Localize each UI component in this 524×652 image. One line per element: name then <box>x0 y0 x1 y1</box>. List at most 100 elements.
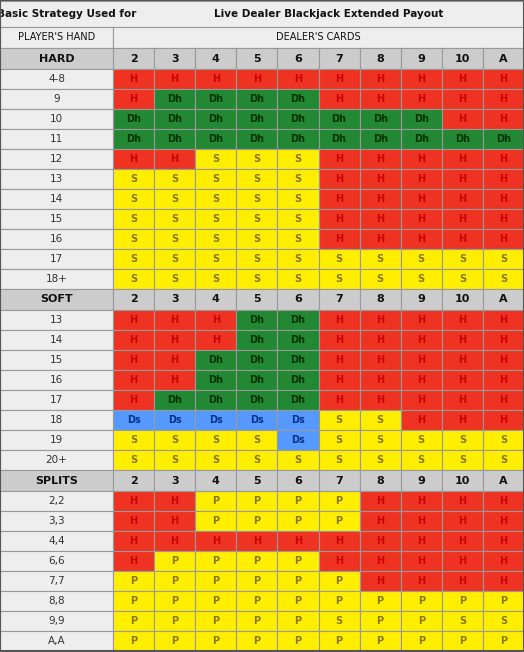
Bar <box>277 571 319 591</box>
Bar <box>236 48 277 69</box>
Bar <box>401 330 442 350</box>
Text: Live Dealer Blackjack Extended Payout: Live Dealer Blackjack Extended Payout <box>214 9 443 19</box>
Bar <box>154 551 195 571</box>
Bar <box>277 249 319 269</box>
Bar <box>236 491 277 511</box>
Text: 3: 3 <box>171 53 179 63</box>
Bar <box>236 289 277 310</box>
Text: S: S <box>377 254 384 264</box>
Text: S: S <box>171 194 178 204</box>
Text: P: P <box>418 616 425 626</box>
Text: 14: 14 <box>50 194 63 204</box>
Bar <box>401 189 442 209</box>
Text: 15: 15 <box>50 214 63 224</box>
Bar <box>195 149 236 169</box>
Bar <box>277 109 319 129</box>
Text: Dh: Dh <box>249 315 264 325</box>
Bar <box>319 249 359 269</box>
Text: S: S <box>294 154 301 164</box>
Text: 2,2: 2,2 <box>48 496 65 506</box>
Text: P: P <box>294 616 301 626</box>
Text: H: H <box>499 355 508 365</box>
Bar <box>154 269 195 289</box>
Text: DEALER'S CARDS: DEALER'S CARDS <box>276 33 361 42</box>
Text: S: S <box>253 194 260 204</box>
Text: H: H <box>335 214 343 224</box>
Text: 7,7: 7,7 <box>48 576 65 586</box>
Text: H: H <box>376 154 384 164</box>
Bar <box>195 48 236 69</box>
Text: P: P <box>500 596 507 606</box>
Text: S: S <box>377 435 384 445</box>
Bar <box>483 470 524 491</box>
Text: H: H <box>335 536 343 546</box>
Bar <box>359 109 401 129</box>
Text: H: H <box>376 536 384 546</box>
Text: H: H <box>129 556 138 566</box>
Text: P: P <box>130 616 137 626</box>
Text: Dh: Dh <box>373 134 388 144</box>
Text: SPLITS: SPLITS <box>35 475 78 486</box>
Text: S: S <box>171 234 178 244</box>
Bar <box>236 531 277 551</box>
Bar <box>195 89 236 109</box>
Bar <box>195 129 236 149</box>
Text: Dh: Dh <box>332 134 346 144</box>
Bar <box>359 129 401 149</box>
Text: SOFT: SOFT <box>40 295 73 304</box>
Text: Ds: Ds <box>250 415 264 425</box>
Bar <box>442 330 483 350</box>
Text: H: H <box>458 536 466 546</box>
Text: P: P <box>418 596 425 606</box>
Text: S: S <box>253 154 260 164</box>
Bar <box>113 69 154 89</box>
Text: H: H <box>129 395 138 405</box>
Text: S: S <box>335 616 343 626</box>
Text: P: P <box>253 576 260 586</box>
Bar <box>359 189 401 209</box>
Text: S: S <box>377 415 384 425</box>
Text: 6,6: 6,6 <box>48 556 65 566</box>
Text: P: P <box>212 616 220 626</box>
Bar <box>154 611 195 631</box>
Bar <box>442 370 483 390</box>
Text: H: H <box>417 355 425 365</box>
Bar <box>442 551 483 571</box>
Text: H: H <box>458 234 466 244</box>
Text: P: P <box>500 636 507 646</box>
Text: HARD: HARD <box>39 53 74 63</box>
Text: 9: 9 <box>417 295 425 304</box>
Bar <box>442 450 483 470</box>
Bar <box>0 169 113 189</box>
Text: H: H <box>499 315 508 325</box>
Text: H: H <box>417 516 425 526</box>
Text: P: P <box>171 576 178 586</box>
Bar <box>154 189 195 209</box>
Text: H: H <box>376 194 384 204</box>
Text: Dh: Dh <box>167 134 182 144</box>
Bar <box>0 149 113 169</box>
Text: 5: 5 <box>253 295 260 304</box>
Bar <box>319 591 359 611</box>
Text: H: H <box>458 154 466 164</box>
Text: 10: 10 <box>50 114 63 124</box>
Bar <box>401 129 442 149</box>
Bar <box>0 27 113 48</box>
Bar <box>319 450 359 470</box>
Bar <box>319 370 359 390</box>
Text: Dh: Dh <box>126 114 141 124</box>
Bar <box>154 109 195 129</box>
Bar <box>277 129 319 149</box>
Text: S: S <box>253 455 260 465</box>
Text: H: H <box>499 496 508 506</box>
Bar <box>401 511 442 531</box>
Bar <box>154 48 195 69</box>
Bar <box>113 149 154 169</box>
Bar <box>195 269 236 289</box>
Bar <box>483 511 524 531</box>
Text: 3,3: 3,3 <box>48 516 65 526</box>
Text: P: P <box>212 636 220 646</box>
Text: H: H <box>417 415 425 425</box>
Text: S: S <box>130 274 137 284</box>
Text: S: S <box>294 194 301 204</box>
